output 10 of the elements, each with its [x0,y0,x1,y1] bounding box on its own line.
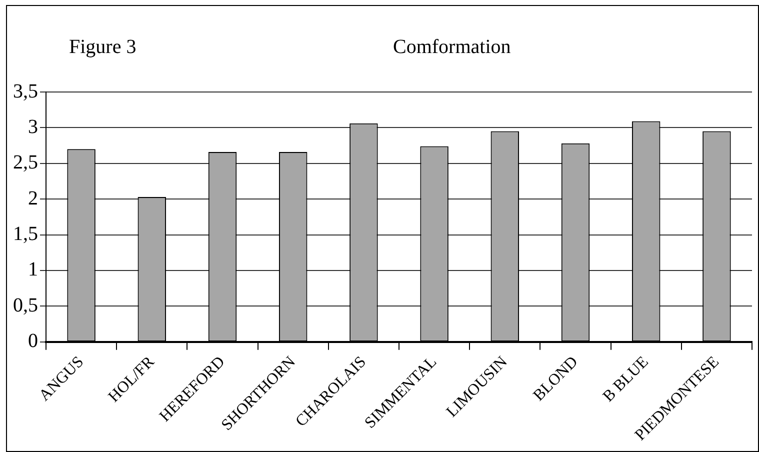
y-tick-label: 1 [28,258,38,281]
y-tick-label: 2 [28,187,38,210]
y-tick-label: 0,5 [13,294,38,316]
y-tick-label: 1,5 [13,223,38,246]
chart-title: Comformation [393,36,511,59]
y-tick-label: 2,5 [13,152,38,174]
y-tick-label: 3 [28,116,38,138]
y-tick-label: 3,5 [13,80,38,102]
y-tick-label: 0 [28,330,38,352]
caption: Figure 3 [69,36,136,59]
